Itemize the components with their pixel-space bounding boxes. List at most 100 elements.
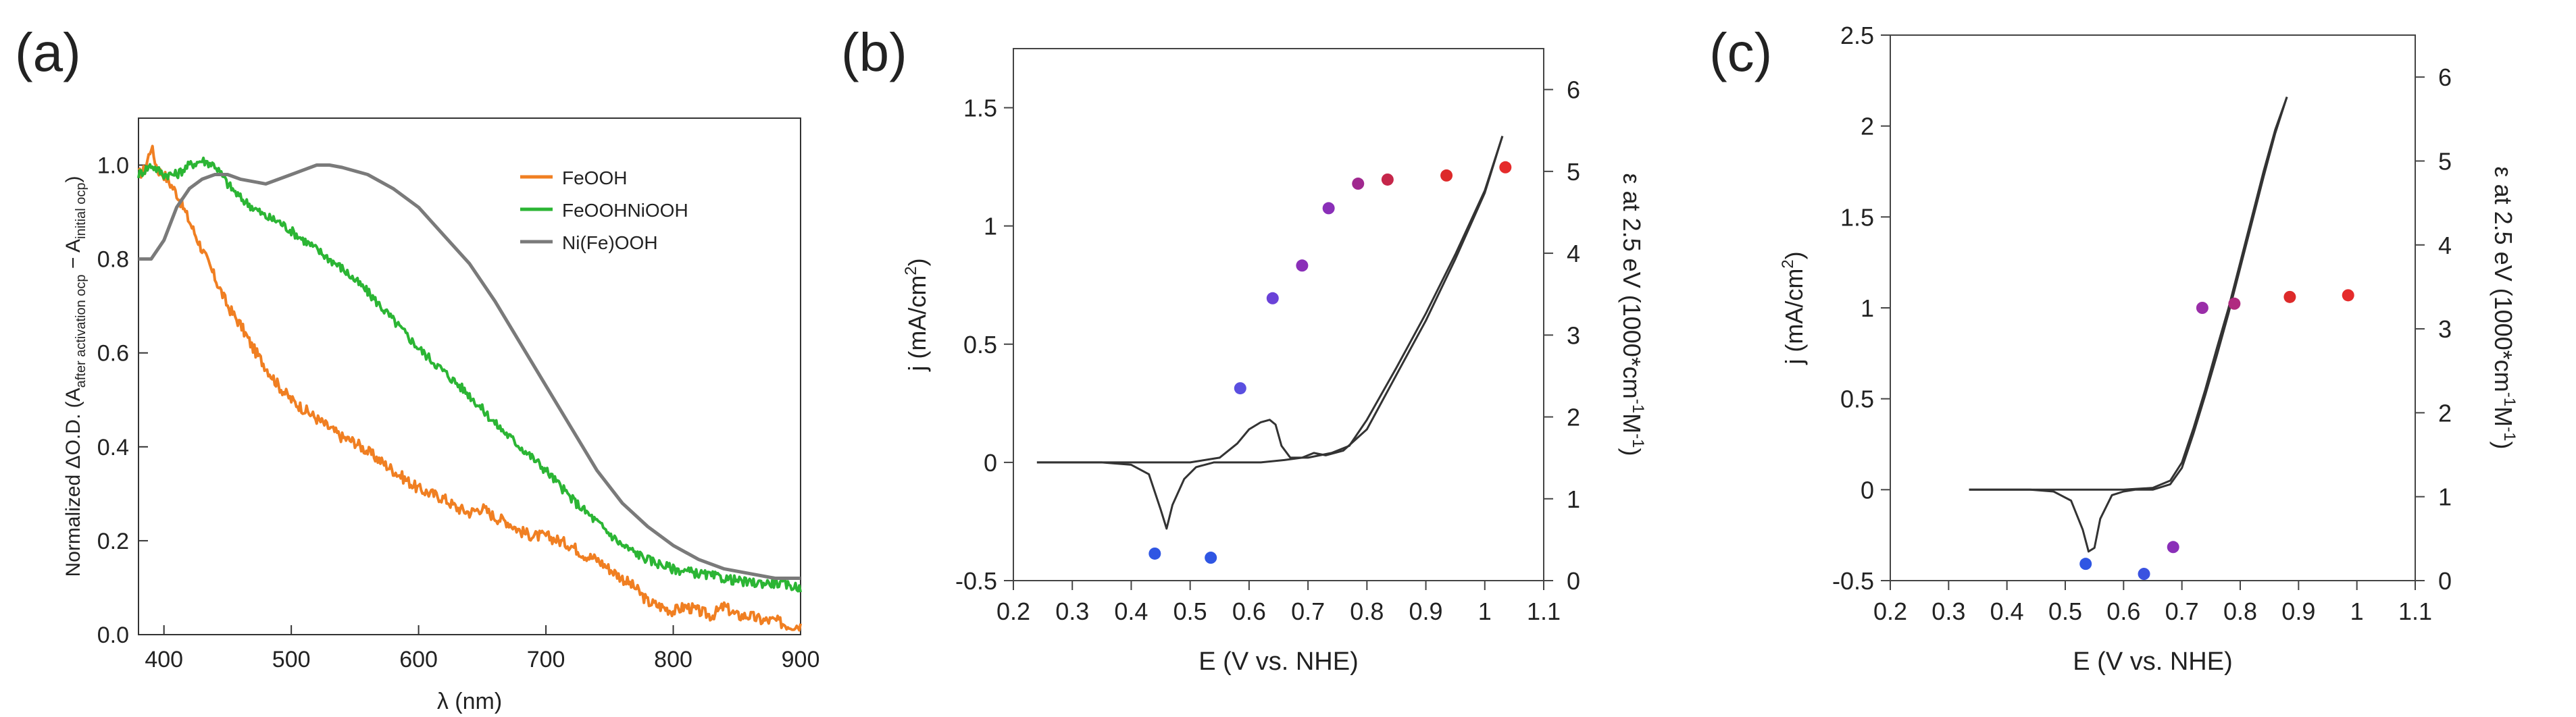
chart-c: (c) 0.2 0.3 0.4 0.5 0.6 0.7 0.8 0.9 1 1.1 -0.5 0 0.5 1… xyxy=(1709,22,2519,676)
x-tick-label: 0.8 xyxy=(2223,598,2257,625)
x-tick-label: 0.2 xyxy=(1873,598,1907,625)
y2-tick-label: 4 xyxy=(2438,232,2452,259)
cv-reverse-line xyxy=(1036,136,1504,530)
epsilon-point xyxy=(1322,202,1335,215)
x-axis-label: E (V vs. NHE) xyxy=(2073,647,2232,676)
epsilon-point xyxy=(1381,173,1394,186)
chart-a: (a) 400 500 600 700 800 900 0.0 0.2 0.4 0.6 0.8 1.0 λ… xyxy=(15,22,820,714)
x-tick-label: 500 xyxy=(272,647,311,672)
x-tick-label: 0.9 xyxy=(1409,598,1443,625)
plot-frame xyxy=(138,117,801,635)
y2-tick-label: 0 xyxy=(2438,567,2452,595)
x-tick-label: 0.3 xyxy=(1931,598,1965,625)
x-tick-label: 0.2 xyxy=(996,598,1030,625)
epsilon-point xyxy=(2283,290,2296,303)
panel-c: (c) 0.2 0.3 0.4 0.5 0.6 0.7 0.8 0.9 1 1.1 -0.5 0 0.5 1… xyxy=(1709,0,2576,717)
x-tick-label: 0.4 xyxy=(1114,598,1148,625)
y2-tick-label: 3 xyxy=(2438,315,2452,343)
panel-label: (b) xyxy=(841,22,907,82)
y-tick-label: -0.5 xyxy=(955,567,997,595)
y2-tick-label: 6 xyxy=(2438,63,2452,91)
panel-label: (c) xyxy=(1709,22,1772,82)
y2-tick-label: 2 xyxy=(2438,399,2452,427)
y-tick-label: 1 xyxy=(1861,294,1874,322)
y2-tick-label: 1 xyxy=(1567,485,1580,513)
plot-frame xyxy=(1890,34,2416,581)
plot-frame xyxy=(1013,48,1544,581)
y-tick-label: 0.5 xyxy=(1840,386,1874,413)
epsilon-point xyxy=(2228,297,2241,310)
x-tick-label: 0.8 xyxy=(1350,598,1384,625)
y2-axis-label: ε at 2.5 eV (1000*cm-1M-1) xyxy=(2490,167,2519,450)
x-tick-label: 0.4 xyxy=(1990,598,2024,625)
y2-tick-label: 0 xyxy=(1567,567,1580,595)
y2-tick-label: 2 xyxy=(1567,404,1580,431)
y-tick-label: 0.4 xyxy=(97,435,129,460)
panel-b: (b) 0.2 0.3 0.4 0.5 0.6 0.7 0.8 0.9 1 1.1 -0.5 0 0.5 1… xyxy=(838,0,1709,717)
epsilon-point xyxy=(2196,302,2208,314)
chart-b: (b) 0.2 0.3 0.4 0.5 0.6 0.7 0.8 0.9 1 1.1 -0.5 0 0.5 1… xyxy=(841,22,1647,676)
y-tick-label: 0.8 xyxy=(97,247,129,273)
x-tick-label: 1.1 xyxy=(2398,598,2432,625)
y2-tick-label: 1 xyxy=(2438,483,2452,511)
y-tick-label: 1.5 xyxy=(963,95,997,122)
epsilon-point xyxy=(2167,541,2179,554)
y-tick-label: 0 xyxy=(984,449,997,477)
y-axis-label: j (mA/cm2) xyxy=(1779,251,1808,365)
y-tick-label: 0.6 xyxy=(97,341,129,367)
y-tick-label: 0.5 xyxy=(963,331,997,358)
x-tick-label: 1 xyxy=(1478,598,1492,625)
y2-tick-label: 5 xyxy=(2438,147,2452,175)
x-tick-label: 0.9 xyxy=(2281,598,2315,625)
legend-label: Ni(Fe)OOH xyxy=(562,232,658,253)
x-tick-label: 900 xyxy=(782,647,820,672)
epsilon-point xyxy=(1205,552,1217,564)
x-tick-label: 0.6 xyxy=(1232,598,1266,625)
x-tick-label: 1.1 xyxy=(1527,598,1561,625)
epsilon-point xyxy=(2342,289,2354,302)
x-tick-label: 0.5 xyxy=(2048,598,2082,625)
cv-forward-line xyxy=(1036,136,1504,464)
epsilon-point xyxy=(1352,178,1365,190)
y-tick-label: 2.5 xyxy=(1840,22,1874,49)
y-tick-label: 0.2 xyxy=(97,529,129,554)
epsilon-point xyxy=(1296,259,1309,272)
x-axis-label: λ (nm) xyxy=(437,689,502,714)
x-tick-label: 0.7 xyxy=(2165,598,2199,625)
x-tick-label: 700 xyxy=(527,647,565,672)
panel-a: (a) 400 500 600 700 800 900 0.0 0.2 0.4 0.6 0.8 1.0 λ… xyxy=(0,0,838,717)
y2-axis-label: ε at 2.5 eV (1000*cm-1M-1) xyxy=(1618,174,1647,456)
x-tick-label: 0.5 xyxy=(1173,598,1207,625)
epsilon-point xyxy=(2079,558,2092,570)
cv-forward-line xyxy=(1969,97,2288,491)
y2-tick-label: 4 xyxy=(1567,240,1580,267)
y2-tick-label: 5 xyxy=(1567,158,1580,186)
y-tick-label: 0 xyxy=(1861,476,1874,504)
epsilon-point xyxy=(2138,568,2150,581)
epsilon-point xyxy=(1440,169,1453,182)
y-tick-label: 1.0 xyxy=(97,153,129,179)
epsilon-point xyxy=(1266,292,1279,304)
x-tick-label: 1 xyxy=(2350,598,2364,625)
legend-label: FeOOHNiOOH xyxy=(562,200,688,221)
y-tick-label: 1 xyxy=(984,213,997,240)
y-tick-label: 1.5 xyxy=(1840,203,1874,231)
x-tick-label: 400 xyxy=(145,647,183,672)
x-axis-label: E (V vs. NHE) xyxy=(1198,647,1358,676)
series-line-feoohniooh xyxy=(137,156,802,593)
x-tick-label: 800 xyxy=(654,647,692,672)
y-tick-label: 0.0 xyxy=(97,622,129,648)
cv-reverse-line xyxy=(1969,97,2288,553)
series-line-feooh xyxy=(137,144,802,632)
epsilon-point xyxy=(1499,161,1512,174)
series-line-ni-fe-ooh xyxy=(138,163,801,580)
y-tick-label: -0.5 xyxy=(1832,567,1874,595)
x-tick-label: 0.6 xyxy=(2106,598,2140,625)
y-tick-label: 2 xyxy=(1861,113,1874,140)
y-axis-label: j (mA/cm2) xyxy=(902,258,931,371)
x-tick-label: 0.7 xyxy=(1291,598,1325,625)
legend-label: FeOOH xyxy=(562,167,627,188)
panel-label: (a) xyxy=(15,22,81,82)
x-tick-label: 600 xyxy=(399,647,438,672)
epsilon-point xyxy=(1234,382,1246,395)
